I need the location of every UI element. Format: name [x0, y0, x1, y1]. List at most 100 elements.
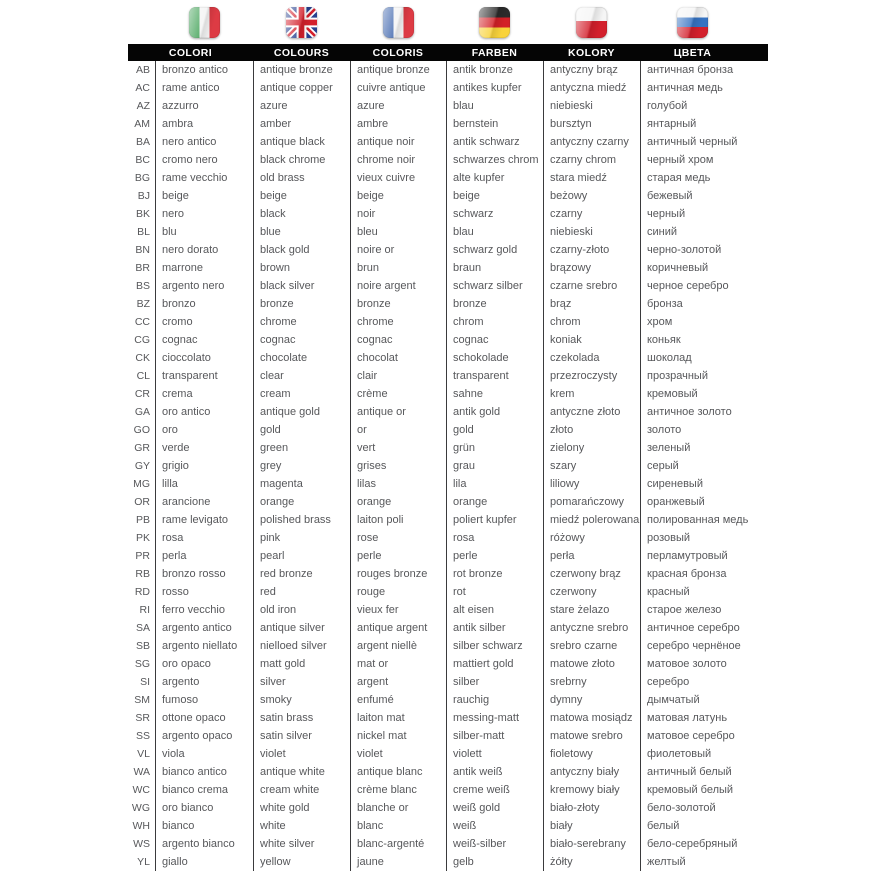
russian-name-cell: античный белый — [640, 763, 745, 781]
french-name-cell: violet — [350, 745, 446, 763]
italian-name-cell: arancione — [155, 493, 253, 511]
color-code-cell: BZ — [136, 298, 150, 310]
color-code-cell: AZ — [136, 100, 150, 112]
polish-name-cell: beżowy — [543, 187, 640, 205]
german-name-cell: silber — [446, 673, 543, 691]
russian-name-cell: желтый — [640, 853, 745, 871]
french-name-cell: vieux fer — [350, 601, 446, 619]
italian-name-cell: argento nero — [155, 277, 253, 295]
italian-name-cell: rosa — [155, 529, 253, 547]
german-name-cell: violett — [446, 745, 543, 763]
polish-name-cell: złoto — [543, 421, 640, 439]
color-code-cell: SG — [134, 658, 150, 670]
table-header-bar: COLORI COLOURS COLORIS FARBEN KOLORY ЦВЕ… — [128, 44, 768, 61]
french-name-cell: cuivre antique — [350, 79, 446, 97]
german-name-cell: poliert kupfer — [446, 511, 543, 529]
english-name-cell: beige — [253, 187, 350, 205]
color-code-cell: YL — [137, 856, 150, 868]
russian-name-cell: старая медь — [640, 169, 745, 187]
french-name-cell: grises — [350, 457, 446, 475]
french-name-cell: chrome — [350, 313, 446, 331]
french-name-cell: jaune — [350, 853, 446, 871]
color-code-cell: OR — [134, 496, 150, 508]
english-name-cell: black gold — [253, 241, 350, 259]
english-name-cell: violet — [253, 745, 350, 763]
french-name-cell: orange — [350, 493, 446, 511]
flags-row — [128, 0, 768, 44]
russian-name-cell: зеленый — [640, 439, 745, 457]
polish-name-cell: antyczny biały — [543, 763, 640, 781]
italian-name-cell: bianco — [155, 817, 253, 835]
color-code-cell: BR — [135, 262, 150, 274]
german-name-cell: rosa — [446, 529, 543, 547]
french-name-cell: argent — [350, 673, 446, 691]
france-flag-icon — [382, 7, 414, 38]
italian-name-cell: argento opaco — [155, 727, 253, 745]
color-code-cell: SI — [140, 676, 150, 688]
column-header-colori: COLORI — [168, 46, 213, 59]
german-name-cell: transparent — [446, 367, 543, 385]
table-row: VL viola violet violet violett fioletowy… — [128, 745, 768, 763]
column-header-colours: COLOURS — [273, 46, 330, 59]
russian-name-cell: синий — [640, 223, 745, 241]
german-name-cell: braun — [446, 259, 543, 277]
english-name-cell: black chrome — [253, 151, 350, 169]
polish-name-cell: krem — [543, 385, 640, 403]
color-code-cell: BJ — [137, 190, 150, 202]
polish-name-cell: czerwony — [543, 583, 640, 601]
german-name-cell: grau — [446, 457, 543, 475]
color-code-cell: RB — [135, 568, 150, 580]
german-name-cell: antikes kupfer — [446, 79, 543, 97]
table-row: GO oro gold or gold złoto золото — [128, 421, 768, 439]
french-name-cell: rouge — [350, 583, 446, 601]
table-row: BS argento nero black silver noire argen… — [128, 277, 768, 295]
polish-name-cell: antyczna miedź — [543, 79, 640, 97]
german-name-cell: rot — [446, 583, 543, 601]
french-name-cell: noire argent — [350, 277, 446, 295]
polish-name-cell: matowa mosiądz — [543, 709, 640, 727]
english-name-cell: bronze — [253, 295, 350, 313]
english-name-cell: chrome — [253, 313, 350, 331]
english-name-cell: magenta — [253, 475, 350, 493]
english-name-cell: white gold — [253, 799, 350, 817]
french-name-cell: crème blanc — [350, 781, 446, 799]
french-name-cell: bleu — [350, 223, 446, 241]
english-name-cell: antique black — [253, 133, 350, 151]
french-name-cell: bronze — [350, 295, 446, 313]
table-row: SS argento opaco satin silver nickel mat… — [128, 727, 768, 745]
english-name-cell: black — [253, 205, 350, 223]
german-name-cell: sahne — [446, 385, 543, 403]
english-name-cell: silver — [253, 673, 350, 691]
polish-name-cell: biały — [543, 817, 640, 835]
russian-name-cell: бронза — [640, 295, 745, 313]
color-code-cell: WS — [133, 838, 150, 850]
color-code-cell: BG — [134, 172, 150, 184]
russian-name-cell: прозрачный — [640, 367, 745, 385]
color-code-cell: MG — [133, 478, 150, 490]
italian-name-cell: argento — [155, 673, 253, 691]
table-row: BL blu blue bleu blau niebieski синий — [128, 223, 768, 241]
german-name-cell: rauchig — [446, 691, 543, 709]
french-name-cell: nickel mat — [350, 727, 446, 745]
english-name-cell: old brass — [253, 169, 350, 187]
table-row: RD rosso red rouge rot czerwony красный — [128, 583, 768, 601]
table-row: GR verde green vert grün zielony зеленый — [128, 439, 768, 457]
uk-flag-icon — [286, 7, 317, 38]
color-code-cell: SB — [135, 640, 150, 652]
russian-name-cell: коричневый — [640, 259, 745, 277]
italian-name-cell: rame antico — [155, 79, 253, 97]
german-name-cell: orange — [446, 493, 543, 511]
polish-name-cell: antyczne złoto — [543, 403, 640, 421]
russian-name-cell: бежевый — [640, 187, 745, 205]
french-name-cell: laiton poli — [350, 511, 446, 529]
russian-name-cell: античное серебро — [640, 619, 745, 637]
table-body: AB bronzo antico antique bronze antique … — [128, 61, 768, 871]
german-name-cell: antik schwarz — [446, 133, 543, 151]
italian-name-cell: argento antico — [155, 619, 253, 637]
italian-name-cell: oro bianco — [155, 799, 253, 817]
italian-name-cell: bronzo — [155, 295, 253, 313]
polish-name-cell: brązowy — [543, 259, 640, 277]
german-name-cell: silber-matt — [446, 727, 543, 745]
column-header-farben: FARBEN — [471, 46, 518, 59]
german-name-cell: gold — [446, 421, 543, 439]
